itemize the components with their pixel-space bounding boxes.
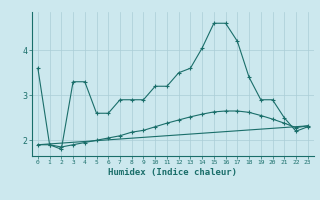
X-axis label: Humidex (Indice chaleur): Humidex (Indice chaleur) bbox=[108, 168, 237, 177]
